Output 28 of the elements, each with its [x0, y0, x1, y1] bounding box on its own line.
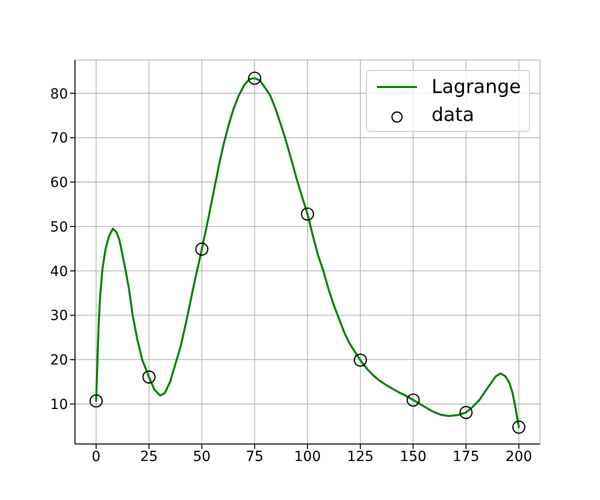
- y-tick-label: 60: [50, 175, 68, 192]
- legend-label: data: [431, 103, 474, 128]
- point: [142, 370, 156, 384]
- x-tick-label: 0: [92, 448, 101, 465]
- point: [354, 353, 367, 367]
- point: [300, 207, 314, 221]
- point: [459, 406, 473, 420]
- point: [406, 393, 420, 407]
- x-tick-label: 75: [246, 448, 264, 465]
- y-tick-label: 10: [50, 397, 68, 414]
- y-tick-label: 80: [50, 86, 68, 102]
- point: [195, 242, 208, 256]
- x-tick-label: 100: [294, 448, 321, 465]
- point: [90, 394, 103, 408]
- point: [512, 420, 526, 434]
- x-tick-label: 150: [400, 448, 427, 465]
- y-tick-label: 30: [50, 308, 68, 324]
- y-tick-label: 40: [50, 264, 68, 280]
- y-tick-label: 70: [50, 130, 68, 147]
- y-tick-label: 50: [50, 219, 68, 236]
- y-tick-label: 20: [50, 352, 68, 369]
- x-tick-label: 50: [192, 448, 211, 465]
- x-tick-label: 175: [452, 448, 480, 465]
- legend-label: Lagrange: [431, 75, 521, 100]
- x-tick-label: 125: [346, 448, 374, 465]
- x-tick-label: 200: [505, 448, 532, 465]
- x-tick-label: 25: [140, 448, 158, 465]
- point: [248, 72, 262, 85]
